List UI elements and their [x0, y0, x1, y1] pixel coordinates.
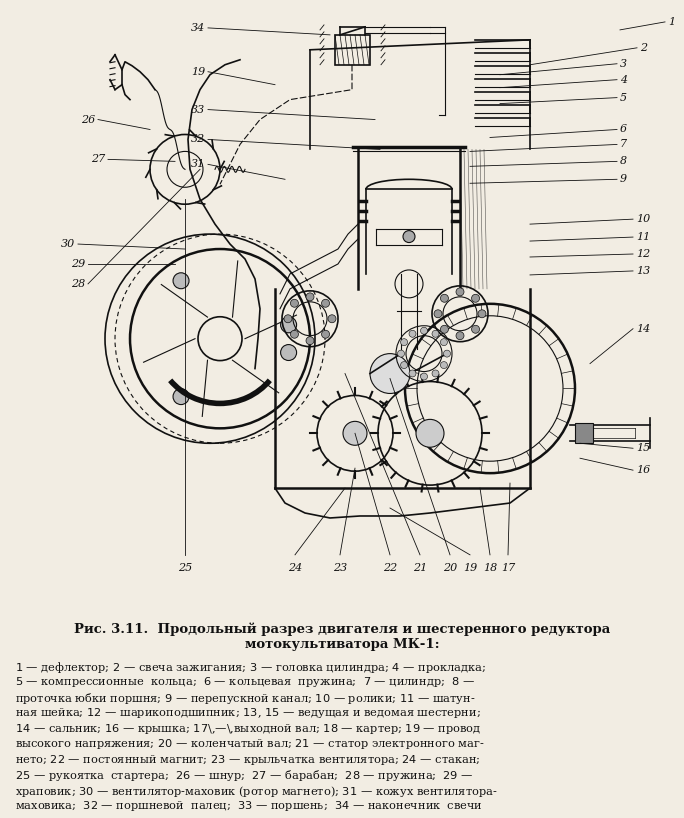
Circle shape [440, 339, 447, 346]
Text: ная шейка; $\mathit{12}$ — шарикоподшипник; $\mathit{13}$, $\mathit{15}$ — ведущ: ная шейка; $\mathit{12}$ — шарикоподшипн… [15, 706, 481, 721]
Text: 20: 20 [443, 563, 457, 573]
Text: Рис. 3.11.  Продольный разрез двигателя и шестеренного редуктора: Рис. 3.11. Продольный разрез двигателя и… [74, 622, 610, 636]
Circle shape [440, 326, 449, 333]
Circle shape [306, 293, 314, 301]
Circle shape [370, 353, 410, 393]
Circle shape [421, 373, 428, 380]
Text: 23: 23 [333, 563, 347, 573]
Circle shape [421, 327, 428, 335]
Text: 31: 31 [191, 160, 205, 169]
Text: 24: 24 [288, 563, 302, 573]
Text: 33: 33 [191, 105, 205, 115]
Circle shape [397, 350, 404, 357]
Circle shape [284, 315, 292, 323]
Text: 11: 11 [636, 232, 650, 242]
Text: $\mathit{25}$ — рукоятка  стартера;  $\mathit{26}$ — шнур;  $\mathit{27}$ — бара: $\mathit{25}$ — рукоятка стартера; $\mat… [15, 768, 473, 784]
Text: 19: 19 [191, 67, 205, 77]
Circle shape [173, 389, 189, 405]
Circle shape [306, 337, 314, 344]
Circle shape [291, 330, 298, 338]
Text: нето; $\mathit{22}$ — постоянный магнит; $\mathit{23}$ — крыльчатка вентилятора;: нето; $\mathit{22}$ — постоянный магнит;… [15, 753, 480, 766]
Text: 14: 14 [636, 324, 650, 334]
Circle shape [443, 350, 451, 357]
Text: 16: 16 [636, 465, 650, 475]
Circle shape [432, 330, 439, 337]
Circle shape [321, 299, 330, 308]
Text: 8: 8 [620, 156, 627, 166]
Text: 12: 12 [636, 249, 650, 259]
Text: 32: 32 [191, 134, 205, 145]
Text: 25: 25 [178, 563, 192, 573]
Circle shape [403, 231, 415, 243]
Circle shape [440, 362, 447, 369]
Text: 3: 3 [620, 59, 627, 69]
Circle shape [416, 420, 444, 447]
Text: 5: 5 [620, 92, 627, 102]
Text: $\mathit{5}$ — компрессионные  кольца;  $\mathit{6}$ — кольцевая  пружина;  $\ma: $\mathit{5}$ — компрессионные кольца; $\… [15, 675, 475, 690]
Bar [575, 424, 593, 443]
Text: проточка юбки поршня; $\mathit{9}$ — перепускной канал; $\mathit{10}$ — ролики; : проточка юбки поршня; $\mathit{9}$ — пер… [15, 690, 475, 706]
Text: 10: 10 [636, 214, 650, 224]
Circle shape [401, 362, 408, 369]
Circle shape [471, 326, 479, 333]
Circle shape [434, 310, 442, 317]
Circle shape [328, 315, 336, 323]
Circle shape [478, 310, 486, 317]
Text: мотокультиватора МК-1:: мотокультиватора МК-1: [245, 638, 439, 650]
Circle shape [456, 332, 464, 339]
Text: $\mathit{14}$ — сальник; $\mathit{16}$ — крышка; $\mathit{17}$\,—\,выходной вал;: $\mathit{14}$ — сальник; $\mathit{16}$ —… [15, 721, 482, 736]
Circle shape [343, 421, 367, 445]
Text: храповик; $\mathit{30}$ — вентилятор-маховик (ротор магнето); $\mathit{31}$ — ко: храповик; $\mathit{30}$ — вентилятор-мах… [15, 784, 498, 799]
Circle shape [409, 370, 416, 377]
Text: высокого напряжения; $\mathit{20}$ — коленчатый вал; $\mathit{21}$ — статор элек: высокого напряжения; $\mathit{20}$ — кол… [15, 737, 484, 752]
Circle shape [456, 288, 464, 296]
Text: 26: 26 [81, 115, 95, 124]
Circle shape [291, 299, 298, 308]
Text: маховика;  $\mathit{32}$ — поршневой  палец;  $\mathit{33}$ — поршень;  $\mathit: маховика; $\mathit{32}$ — поршневой пале… [15, 799, 483, 813]
Text: 17: 17 [501, 563, 515, 573]
Text: 18: 18 [483, 563, 497, 573]
Circle shape [432, 370, 439, 377]
Circle shape [173, 272, 189, 289]
Text: 7: 7 [620, 139, 627, 150]
Text: 15: 15 [636, 443, 650, 453]
Circle shape [409, 330, 416, 337]
Text: 9: 9 [620, 174, 627, 184]
Text: 4: 4 [620, 74, 627, 85]
Circle shape [401, 339, 408, 346]
Text: 19: 19 [463, 563, 477, 573]
Text: 27: 27 [91, 155, 105, 164]
Text: 21: 21 [413, 563, 427, 573]
Text: 22: 22 [383, 563, 397, 573]
Text: 30: 30 [61, 239, 75, 249]
Circle shape [280, 344, 297, 361]
Text: 13: 13 [636, 266, 650, 276]
Text: $\mathit{1}$ — дефлектор; $\mathit{2}$ — свеча зажигания; $\mathit{3}$ — головка: $\mathit{1}$ — дефлектор; $\mathit{2}$ —… [15, 659, 486, 675]
Text: 1: 1 [668, 17, 675, 27]
Circle shape [440, 294, 449, 303]
Circle shape [471, 294, 479, 303]
Circle shape [280, 317, 297, 333]
Circle shape [321, 330, 330, 338]
Text: 29: 29 [70, 259, 85, 269]
Text: 34: 34 [191, 23, 205, 33]
Text: 2: 2 [640, 43, 647, 53]
Bar [335, 35, 370, 65]
Text: 6: 6 [620, 124, 627, 134]
Text: 28: 28 [70, 279, 85, 289]
